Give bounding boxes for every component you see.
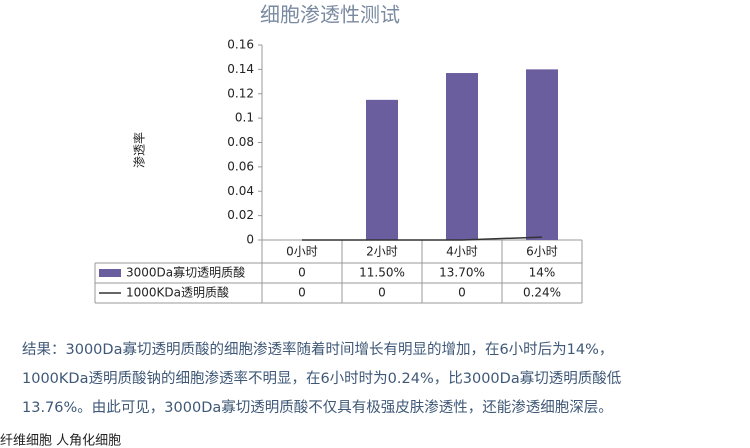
value-label: 0.24%	[523, 286, 561, 300]
result-line: 1000KDa透明质酸钠的细胞渗透率不明显，在6小时时为0.24%，比3000D…	[22, 369, 622, 387]
x-tick-label: 6小时	[526, 245, 558, 259]
legend-label: 3000Da寡切透明质酸	[126, 265, 245, 280]
y-tick-label: 0.12	[227, 86, 254, 100]
y-tick-label: 0.08	[227, 135, 254, 149]
value-label: 0	[458, 286, 466, 300]
y-tick-label: 0.1	[235, 111, 254, 125]
value-label: 11.50%	[359, 266, 405, 280]
value-label: 0	[298, 266, 306, 280]
y-tick-label: 0.04	[227, 184, 254, 198]
legend-swatch	[99, 269, 121, 277]
y-tick-label: 0.16	[227, 38, 254, 52]
bar	[366, 99, 398, 240]
bar	[526, 69, 558, 240]
y-tick-label: 0	[246, 233, 254, 247]
footer-text: 纤维细胞 人角化细胞	[0, 434, 121, 448]
y-tick-label: 0.14	[227, 62, 254, 76]
x-tick-label: 4小时	[446, 245, 478, 259]
y-axis-label: 渗透率	[132, 132, 147, 168]
result-line: 13.76%。由此可见，3000Da寡切透明质酸不仅具有极强皮肤渗透性，还能渗透…	[22, 398, 613, 416]
y-tick-label: 0.06	[227, 159, 254, 173]
value-label: 0	[378, 286, 386, 300]
result-line: 结果：3000Da寡切透明质酸的细胞渗透率随着时间增长有明显的增加，在6小时后为…	[22, 340, 613, 358]
x-tick-label: 2小时	[366, 245, 398, 259]
bar	[446, 73, 478, 240]
value-label: 13.70%	[439, 266, 485, 280]
value-label: 14%	[529, 266, 556, 280]
chart-title: 细胞渗透性测试	[260, 3, 400, 27]
y-tick-label: 0.02	[227, 208, 254, 222]
value-label: 0	[298, 286, 306, 300]
line-series	[302, 236, 543, 241]
legend-label: 1000KDa透明质酸	[126, 285, 229, 300]
x-tick-label: 0小时	[286, 245, 318, 259]
